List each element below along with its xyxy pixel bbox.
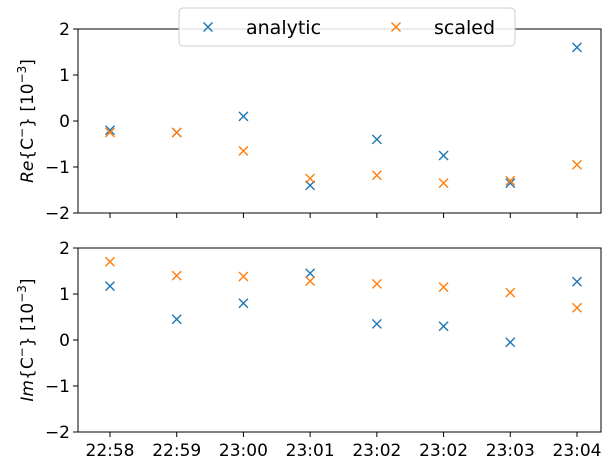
- y-tick-label: 0: [59, 331, 70, 351]
- y-tick-label: −2: [45, 423, 70, 443]
- legend: analytic scaled: [178, 7, 516, 47]
- data-point-analytic: [105, 281, 115, 292]
- y-tick-label: 1: [59, 66, 70, 86]
- legend-label-analytic: analytic: [246, 17, 321, 39]
- data-point-scaled: [171, 270, 182, 281]
- data-point-analytic: [572, 276, 582, 287]
- data-point-scaled: [305, 173, 316, 184]
- data-point-analytic: [371, 134, 382, 145]
- data-point-scaled: [105, 256, 115, 267]
- data-point-analytic: [238, 111, 249, 122]
- x-tick-label: 23:03: [486, 441, 535, 461]
- data-point-scaled: [438, 178, 449, 189]
- data-point-analytic: [505, 178, 516, 189]
- y-tick-label: −1: [45, 158, 70, 178]
- data-point-scaled: [438, 282, 449, 293]
- x-tick-label: 23:04: [553, 441, 602, 461]
- y-tick-label: 2: [59, 20, 70, 40]
- y-tick-label: 1: [59, 285, 70, 305]
- panel-imag-part: −2 −1 0 1 2 22:58 22:59 23:00 23:01 23:02 23:02 23:…: [15, 239, 602, 461]
- data-point-analytic: [438, 150, 449, 161]
- y-axis-label: Im{C−} [10−3]: [15, 278, 38, 401]
- x-tick-label: 22:58: [86, 441, 135, 461]
- data-point-scaled: [572, 302, 582, 313]
- plot-frame: [77, 247, 602, 433]
- x-tick-label: 23:00: [219, 441, 268, 461]
- data-point-scaled: [238, 271, 249, 282]
- x-tick-label: 22:59: [152, 441, 201, 461]
- legend-label-scaled: scaled: [434, 17, 495, 39]
- panel-real-part: −2 −1 0 1 2 Re{C−} [10−3]: [15, 20, 602, 224]
- y-tick-label: −2: [45, 204, 70, 224]
- data-point-analytic: [505, 337, 516, 348]
- data-point-analytic: [105, 125, 115, 136]
- legend-box: [178, 7, 516, 47]
- data-point-analytic: [238, 298, 249, 309]
- data-point-scaled: [305, 276, 316, 287]
- data-point-scaled: [238, 145, 249, 156]
- data-point-analytic: [305, 268, 316, 279]
- x-tick-label: 23:02: [352, 441, 401, 461]
- data-point-scaled: [572, 159, 582, 170]
- data-point-scaled: [171, 127, 182, 138]
- data-point-analytic: [438, 321, 449, 332]
- x-tick-label: 23:02: [419, 441, 468, 461]
- data-point-scaled: [371, 278, 382, 289]
- data-point-scaled: [105, 127, 115, 138]
- y-tick-label: 2: [59, 239, 70, 259]
- plot-frame: [77, 28, 602, 214]
- y-tick-label: 0: [59, 112, 70, 132]
- legend-marker-analytic: [203, 22, 213, 32]
- data-point-analytic: [171, 314, 182, 325]
- data-point-analytic: [371, 318, 382, 329]
- x-tick-label: 23:01: [286, 441, 335, 461]
- y-axis-label: Re{C−} [10−3]: [15, 59, 38, 183]
- data-point-analytic: [572, 42, 582, 53]
- data-point-scaled: [505, 287, 516, 298]
- data-point-scaled: [505, 175, 516, 186]
- y-tick-label: −1: [45, 377, 70, 397]
- legend-marker-scaled: [391, 22, 401, 32]
- data-point-scaled: [371, 170, 382, 181]
